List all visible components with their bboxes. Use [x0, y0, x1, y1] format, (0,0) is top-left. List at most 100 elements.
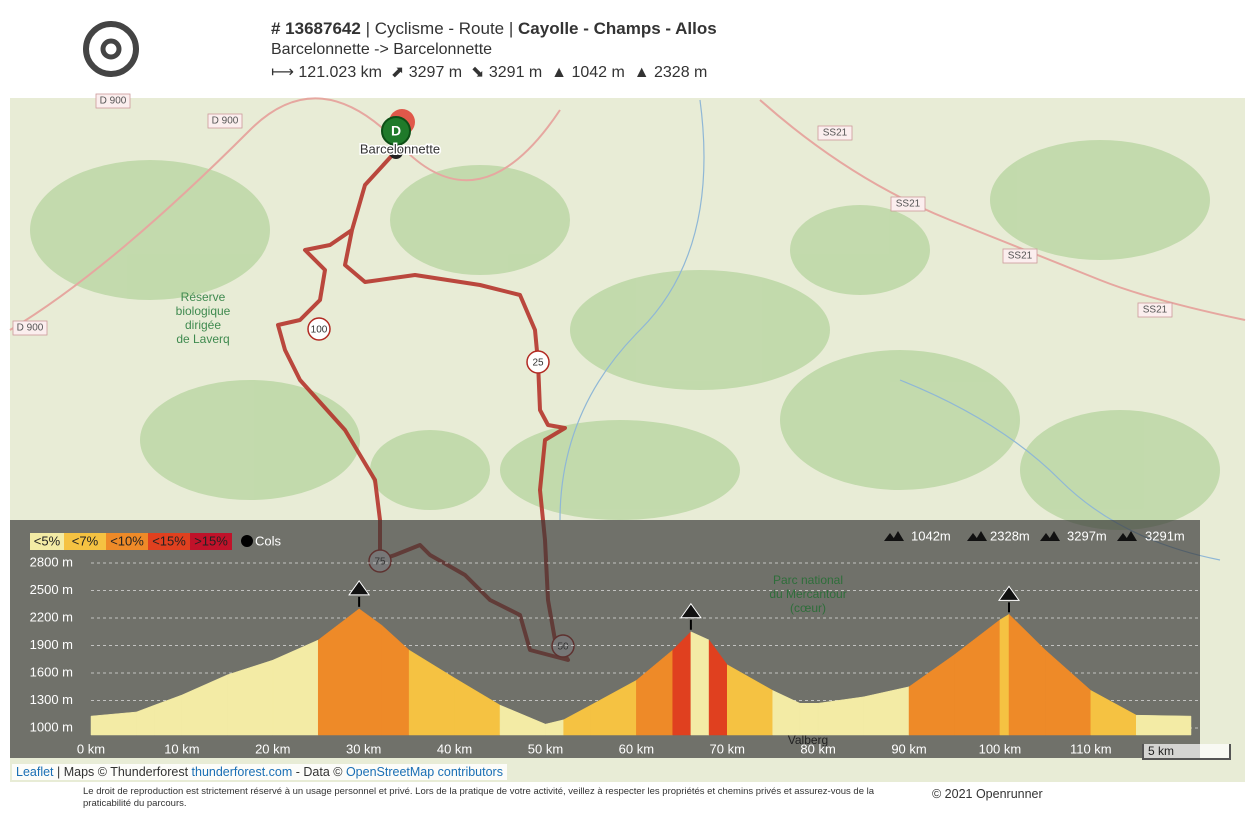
map[interactable]: D 900 D 900 D 900 SS21 SS21 SS21 SS21 Réservebi… [0, 0, 1257, 782]
logo [83, 21, 139, 77]
road-label-box [12, 320, 48, 336]
disclaimer: Le droit de reproduction est strictement… [83, 786, 875, 809]
road-label-box [890, 196, 926, 212]
road-label: D 900 [212, 116, 239, 127]
distance-icon: ⟼ [271, 64, 294, 81]
slope-legend-swatch [106, 533, 148, 550]
x-tick-label: 30 km [346, 741, 381, 756]
stat-icon [967, 531, 987, 541]
sport: Cyclisme - Route [374, 19, 505, 38]
x-tick-label: 80 km [800, 741, 835, 756]
slope-legend-swatch [190, 533, 232, 550]
thunderforest-link[interactable]: thunderforest.com [191, 765, 293, 779]
profile-stat: 2328m [990, 528, 1030, 543]
road-label: SS21 [823, 128, 848, 139]
profile-stat: 3291m [1145, 528, 1185, 543]
x-tick-label: 100 km [979, 741, 1022, 756]
road-label: D 900 [17, 323, 44, 334]
slope-legend-label: <15% [152, 533, 186, 548]
x-tick-label: 110 km [1070, 741, 1112, 756]
y-tick-label: 1900 m [30, 637, 73, 652]
descent-icon: ⬊ [471, 64, 485, 81]
distance: 121.023 km [298, 64, 382, 81]
stat-icon [1117, 531, 1137, 541]
col-icon [348, 579, 371, 596]
slope-legend-swatch [30, 533, 64, 550]
separator: | [365, 19, 370, 38]
slope-legend-label: <10% [110, 533, 144, 548]
attribution: Leaflet | Maps © Thunderforest thunderfo… [12, 764, 507, 780]
stats-line: ⟼ 121.023 km ⬈ 3297 m ⬊ 3291 m ▲ 1042 m … [271, 62, 707, 82]
road-label-box [207, 113, 243, 129]
y-tick-label: 1000 m [30, 719, 73, 734]
col-icon [998, 585, 1020, 601]
x-tick-label: 40 km [437, 741, 472, 756]
reserve-label: Réserve [181, 290, 226, 304]
profile-stat: 1042m [911, 528, 951, 543]
km-marker-label: 100 [311, 325, 328, 336]
park-label: (cœur) [790, 601, 826, 615]
separator: | [508, 19, 514, 38]
y-tick-label: 2500 m [30, 582, 73, 597]
route-endpoints: Barcelonnette -> Barcelonnette [271, 41, 493, 58]
elevation-segment [90, 711, 137, 736]
descent: 3291 m [488, 64, 543, 81]
col-icon [679, 602, 702, 619]
elevation-segment [999, 613, 1010, 736]
end-marker [389, 145, 403, 159]
ascent: 3297 m [408, 64, 463, 81]
elevation-segment [690, 631, 710, 736]
km-marker-label: 25 [532, 358, 544, 369]
elevation-segment [358, 608, 383, 736]
roads [9, 97, 1246, 331]
copyright: © 2021 Openrunner [932, 787, 1043, 801]
road-label-box [95, 93, 131, 109]
park-label: Valberg [788, 733, 828, 747]
slope-legend-swatch [64, 533, 106, 550]
route-name: Cayolle - Champs - Allos [518, 19, 717, 38]
reserve-label: biologique [176, 304, 231, 318]
stat-icon [1040, 531, 1060, 541]
km-marker [526, 350, 550, 374]
reserve-label: de Laverq [176, 332, 229, 346]
x-tick-label: 10 km [164, 741, 199, 756]
road-label-box [1002, 248, 1038, 264]
y-tick-label: 2200 m [30, 609, 73, 624]
x-tick-label: 20 km [255, 741, 290, 756]
y-tick-label: 1600 m [30, 664, 73, 679]
elevation-segment [1136, 714, 1192, 736]
road-label: SS21 [1008, 251, 1033, 262]
x-tick-label: 50 km [528, 741, 563, 756]
attribution-text: | Maps © Thunderforest [53, 765, 192, 779]
scale-bar [1142, 744, 1231, 760]
cols-legend-dot [241, 535, 253, 547]
title-line: # 13687642 | Cyclisme - Route | Cayolle … [271, 19, 717, 39]
road-label: SS21 [896, 199, 921, 210]
scale-label: 5 km [1148, 744, 1174, 758]
slope-legend-label: >15% [194, 533, 228, 548]
x-tick-label: 60 km [619, 741, 654, 756]
y-tick-label: 1300 m [30, 692, 73, 707]
x-tick-label: 0 km [77, 741, 105, 756]
x-tick-label: 90 km [891, 741, 926, 756]
osm-link[interactable]: OpenStreetMap contributors [345, 765, 503, 779]
route-id: # 13687642 [271, 19, 361, 38]
cols-legend-label: Cols [255, 533, 282, 548]
forest-areas [30, 140, 1220, 530]
reserve-label: dirigée [185, 318, 221, 332]
slope-legend-swatch [148, 533, 190, 550]
leaflet-link[interactable]: Leaflet [16, 765, 54, 779]
road-label-box [817, 125, 853, 141]
road-label: SS21 [1143, 305, 1168, 316]
start-marker-label: D [391, 123, 401, 139]
ascent-icon: ⬈ [390, 64, 405, 81]
max-alt: 2328 m [654, 64, 708, 81]
stat-icon [884, 531, 904, 541]
slope-legend-label: <5% [34, 533, 61, 548]
elevation-segment [817, 696, 864, 736]
x-tick-label: 70 km [710, 741, 745, 756]
attribution-text: - Data © [292, 765, 346, 779]
min-alt: 1042 m [571, 64, 625, 81]
road-label-box [1137, 302, 1173, 318]
park-label: Parc national [773, 573, 843, 587]
